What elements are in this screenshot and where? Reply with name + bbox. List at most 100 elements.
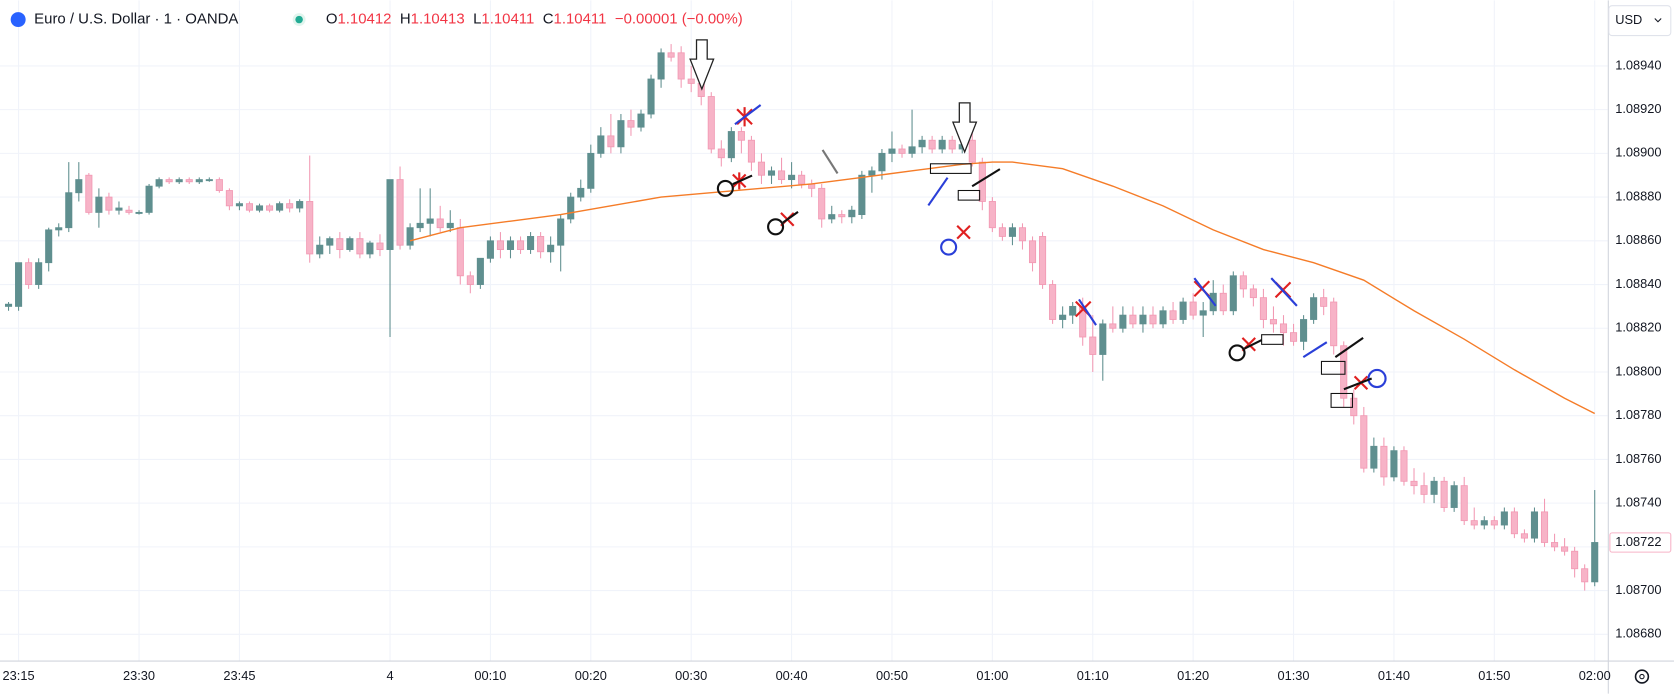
candle-body [245,203,254,211]
candle-body [1430,480,1438,495]
header: Euro / U.S. Dollar · 1 · OANDA O1.10412 … [10,11,743,28]
candle-body [205,179,213,182]
y-tick-label: 1.08680 [1615,626,1661,641]
x-tick-label: 01:50 [1478,668,1510,683]
candle-body [336,238,344,250]
candle-body [306,201,314,255]
black-lines [716,149,1373,391]
candle-body [1028,240,1037,264]
candle-body [1249,288,1257,299]
candle-body [416,222,424,229]
candle-body [1420,485,1428,495]
x-tick-label: 23:15 [3,668,35,683]
candle-body [818,187,826,220]
candle-body [276,203,284,211]
y-tick-label: 1.08700 [1615,582,1661,597]
candle-body [386,179,394,250]
candle-body [868,170,876,176]
x-tick-label: 4 [386,668,393,683]
candle-body [1139,314,1147,325]
candle-body [858,174,866,216]
plot [4,44,1599,591]
y-tick-label: 1.08880 [1615,188,1661,203]
candle-body [466,275,474,285]
candle-body [1330,301,1338,347]
currency-button[interactable]: USD [1608,5,1672,37]
candle-body [1310,297,1318,320]
candle-body [316,244,324,255]
candle-body [747,139,755,163]
candle-body [506,240,515,250]
candle-body [476,257,484,285]
drawings [689,39,1387,408]
candle-body [516,240,525,250]
candle-body [396,179,404,246]
candle-body [1089,336,1097,355]
candle-body [1069,305,1077,316]
candle-body [55,227,63,231]
candle-body [1269,319,1278,325]
gear-icon[interactable] [1634,669,1650,684]
candle-body [426,218,434,224]
candle-body [1179,301,1187,320]
candle-body [838,214,846,218]
candle-body [938,139,946,150]
candle-body [145,185,153,213]
candle-body [567,196,575,220]
x-tick-label: 01:30 [1278,668,1310,683]
y-tick-label: 1.08800 [1615,363,1661,378]
candle-body [346,238,354,250]
candle-body [1500,511,1508,526]
candle-body [1049,284,1057,320]
candle-body [266,205,274,211]
h-value: 1.10413 [411,11,465,28]
candle-body [637,113,645,128]
candle-body [1551,542,1559,548]
candle-body [707,96,715,150]
candle-body [1440,480,1448,508]
candle-body [1239,275,1247,290]
candle-body [667,52,675,58]
boxes [929,163,1353,408]
candle-body [557,218,565,246]
candle-body [888,148,896,154]
dropdown-caret[interactable] [1654,18,1662,23]
candle-body [1370,445,1378,469]
candle-body [1259,297,1267,320]
candle-body [255,205,264,211]
candle-body [767,170,776,176]
candle-body [95,196,103,213]
candle-body [175,179,183,183]
axes: 1.086801.087001.087201.087401.087601.087… [3,57,1672,683]
gear-center[interactable] [1639,673,1645,680]
candle-body [1581,568,1589,583]
candle-body [1480,520,1488,526]
candle-body [1561,546,1569,552]
currency-box[interactable] [1608,5,1672,37]
candle-body [537,236,545,253]
candle-body [235,203,243,207]
settings-button[interactable] [1634,669,1650,684]
candle-body [1591,542,1599,583]
candle-body [587,152,595,189]
l-label: L [473,11,481,28]
candle-body [1279,323,1288,334]
candle-body [1510,511,1518,535]
candle-body [737,131,745,141]
candle-body [215,179,223,191]
candle-body [1410,480,1418,487]
candle-body [617,120,625,148]
candle-body [547,244,555,253]
candle-body [1008,227,1016,237]
currency-label[interactable]: USD [1615,12,1642,27]
candle-body [1520,533,1528,539]
candle-body [968,139,976,163]
candle-body [757,161,766,176]
candle-body [356,238,364,255]
y-tick-label: 1.08820 [1615,320,1661,335]
candle-body [366,242,374,255]
candle-body [115,207,123,211]
candle-body [988,201,996,229]
candle-body [657,52,665,80]
